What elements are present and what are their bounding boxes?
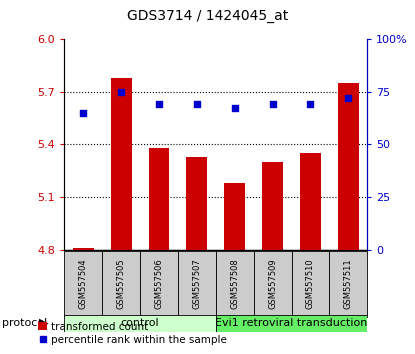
Bar: [111, 78, 132, 250]
Point: [269, 101, 276, 107]
Bar: [178, 251, 216, 317]
Bar: [64, 315, 216, 332]
Point: [232, 105, 238, 111]
Bar: [300, 153, 321, 250]
Point: [193, 101, 200, 107]
Bar: [149, 148, 169, 250]
Bar: [186, 156, 207, 250]
Bar: [73, 248, 94, 250]
Text: GSM557509: GSM557509: [268, 259, 277, 309]
Text: GSM557511: GSM557511: [344, 259, 353, 309]
Bar: [330, 251, 367, 317]
Point: [156, 101, 162, 107]
Legend: transformed count, percentile rank within the sample: transformed count, percentile rank withi…: [34, 317, 231, 349]
Text: GDS3714 / 1424045_at: GDS3714 / 1424045_at: [127, 9, 288, 23]
Bar: [254, 251, 291, 317]
Bar: [225, 183, 245, 250]
Bar: [64, 251, 102, 317]
Text: GSM557508: GSM557508: [230, 259, 239, 309]
Bar: [291, 251, 330, 317]
Bar: [262, 162, 283, 250]
Bar: [102, 251, 140, 317]
Point: [345, 95, 352, 101]
Text: GSM557507: GSM557507: [193, 259, 201, 309]
Point: [307, 101, 314, 107]
Text: control: control: [121, 318, 159, 328]
Point: [118, 89, 124, 95]
Point: [80, 110, 87, 115]
Text: GSM557506: GSM557506: [154, 259, 164, 309]
Text: GSM557510: GSM557510: [306, 259, 315, 309]
Text: Evi1 retroviral transduction: Evi1 retroviral transduction: [215, 318, 368, 328]
Bar: [338, 83, 359, 250]
Text: protocol: protocol: [2, 318, 47, 328]
Text: ▶: ▶: [39, 317, 49, 330]
Text: GSM557504: GSM557504: [79, 259, 88, 309]
Text: GSM557505: GSM557505: [117, 259, 126, 309]
Bar: [216, 251, 254, 317]
Bar: [216, 315, 367, 332]
Bar: [140, 251, 178, 317]
